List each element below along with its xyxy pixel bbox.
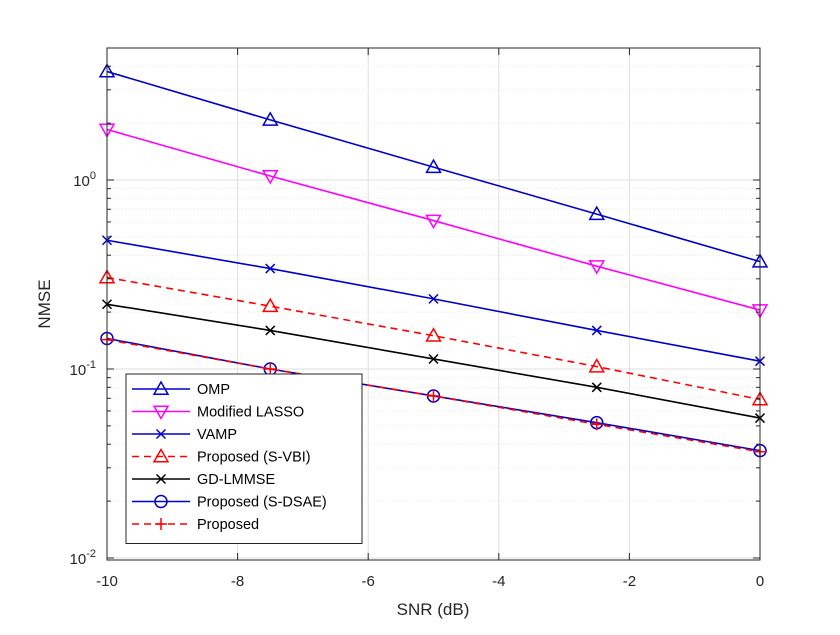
legend-label: Modified LASSO bbox=[197, 405, 304, 421]
y-tick-exponent: -2 bbox=[86, 548, 96, 560]
series-line bbox=[106, 128, 761, 311]
y-tick-exponent: 0 bbox=[90, 170, 96, 182]
y-tick-label: 100 bbox=[73, 170, 96, 190]
legend-entry: Proposed (S-VBI) bbox=[132, 447, 311, 466]
x-marker bbox=[428, 353, 439, 364]
x-marker bbox=[155, 473, 167, 485]
triangle-up-marker bbox=[425, 327, 442, 342]
series-layer bbox=[98, 62, 769, 458]
x-tick-label: -8 bbox=[231, 573, 244, 590]
plus-marker bbox=[155, 518, 167, 530]
plot-area-frame bbox=[106, 47, 761, 561]
legend-box bbox=[125, 373, 363, 544]
series-line bbox=[106, 70, 761, 263]
triangle-up-marker bbox=[588, 205, 606, 221]
legend: OMP Modified LASSO VAMP Proposed (S-VBI) GD-… bbox=[125, 373, 363, 544]
series-omp bbox=[98, 62, 769, 268]
legend-label: Proposed (S-VBI) bbox=[197, 450, 311, 466]
legend-label: VAMP bbox=[197, 427, 237, 443]
x-marker-stroke bbox=[591, 325, 602, 336]
legend-entry: OMP bbox=[132, 380, 230, 398]
plus-marker bbox=[427, 389, 440, 402]
x-marker-stroke bbox=[155, 473, 167, 485]
x-tick-label: -10 bbox=[96, 573, 118, 590]
triangle-up-marker bbox=[152, 447, 170, 463]
circle-marker bbox=[154, 494, 168, 509]
x-marker bbox=[155, 428, 167, 440]
plus-marker bbox=[264, 363, 277, 375]
legend-label: OMP bbox=[197, 382, 230, 398]
series-modified-lasso bbox=[98, 123, 769, 319]
x-marker bbox=[591, 382, 602, 393]
x-marker bbox=[428, 293, 439, 304]
x-tick-labels: -10 -8 -6 -4 -2 0 bbox=[96, 573, 764, 590]
x-marker-stroke bbox=[265, 263, 276, 274]
y-axis-label: NMSE bbox=[35, 279, 54, 328]
triangle-down-marker bbox=[588, 260, 606, 275]
triangle-up-marker bbox=[261, 297, 279, 313]
legend-entry: Modified LASSO bbox=[132, 405, 304, 421]
series-line bbox=[106, 276, 761, 401]
x-marker bbox=[591, 325, 602, 336]
tick-layer bbox=[106, 48, 761, 560]
x-marker-stroke bbox=[155, 428, 167, 440]
y-tick-label: 10-2 bbox=[70, 548, 96, 568]
legend-entry: Proposed bbox=[132, 517, 259, 533]
x-tick-label: -6 bbox=[362, 573, 375, 590]
x-marker-stroke bbox=[265, 325, 276, 336]
y-tick-exponent: -1 bbox=[86, 359, 96, 371]
legend-entry: VAMP bbox=[132, 427, 237, 443]
triangle-up-marker bbox=[261, 111, 279, 126]
x-axis-label: SNR (dB) bbox=[397, 600, 470, 619]
legend-entry: Proposed (S-DSAE) bbox=[132, 495, 327, 511]
x-marker bbox=[265, 263, 276, 274]
legend-label: GD-LMMSE bbox=[197, 472, 275, 488]
triangle-down-marker bbox=[152, 405, 170, 421]
legend-label: Proposed bbox=[197, 517, 259, 533]
y-tick-labels: 10-2 10-1 100 bbox=[70, 170, 96, 568]
x-tick-label: 0 bbox=[756, 573, 764, 590]
triangle-down-marker bbox=[261, 169, 279, 185]
x-marker-stroke bbox=[428, 293, 439, 304]
triangle-down-marker bbox=[425, 214, 442, 230]
plus-marker bbox=[590, 418, 603, 431]
triangle-up-marker bbox=[425, 158, 442, 174]
triangle-up-marker bbox=[588, 358, 606, 373]
series-line bbox=[106, 338, 761, 453]
x-tick-label: -4 bbox=[492, 573, 505, 590]
legend-entry: GD-LMMSE bbox=[132, 472, 275, 488]
x-marker-stroke bbox=[428, 353, 439, 364]
x-marker-stroke bbox=[591, 382, 602, 393]
x-tick-label: -2 bbox=[623, 573, 636, 590]
y-tick-label: 10-1 bbox=[70, 359, 96, 379]
legend-label: Proposed (S-DSAE) bbox=[197, 495, 327, 511]
triangle-up-marker bbox=[152, 380, 170, 395]
x-marker bbox=[265, 325, 276, 336]
